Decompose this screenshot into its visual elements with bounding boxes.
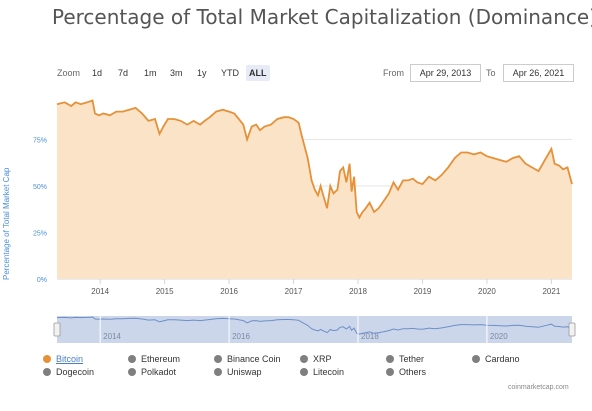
- legend-label: Ethereum: [141, 354, 181, 364]
- x-tick-label: 2019: [414, 287, 432, 296]
- legend-label: Others: [399, 367, 427, 377]
- y-tick-label: 50%: [33, 184, 47, 191]
- legend-label: Uniswap: [227, 367, 262, 377]
- x-axis-ticks: 2014 2015 2016 2017 2018 2019 2020 2021: [91, 279, 561, 296]
- legend-label: Binance Coin: [227, 354, 281, 364]
- legend-dot-icon: [300, 368, 308, 376]
- legend-dot-icon: [386, 355, 394, 363]
- legend-item-ethereum[interactable]: Ethereum: [128, 354, 180, 364]
- x-tick-label: 2015: [156, 287, 174, 296]
- legend-dot-icon: [300, 355, 308, 363]
- legend-item-binance-coin[interactable]: Binance Coin: [214, 354, 281, 364]
- legend-item-litecoin[interactable]: Litecoin: [300, 367, 344, 377]
- navigator[interactable]: 2014 2016 2018 2020: [53, 316, 576, 343]
- bitcoin-series-line[interactable]: [56, 99, 573, 220]
- legend-item-cardano[interactable]: Cardano: [472, 354, 520, 364]
- navigator-tick-label: 2016: [232, 332, 250, 341]
- zoom-button-ytd[interactable]: YTD: [221, 68, 239, 78]
- y-tick-label: 25%: [33, 231, 47, 238]
- navigator-tick-label: 2014: [103, 332, 121, 341]
- legend-label: Bitcoin: [56, 354, 84, 364]
- zoom-button-1d[interactable]: 1d: [92, 68, 103, 78]
- navigator-tick-label: 2018: [361, 332, 379, 341]
- legend-label: Polkadot: [141, 367, 177, 377]
- x-tick-label: 2017: [285, 287, 303, 296]
- legend-dot-icon: [214, 355, 222, 363]
- zoom-button-all[interactable]: ALL: [246, 65, 270, 81]
- navigator-handle-left[interactable]: [53, 322, 61, 337]
- x-tick-label: 2020: [478, 287, 496, 296]
- legend-dot-icon: [128, 355, 136, 363]
- zoom-button-1m[interactable]: 1m: [144, 68, 157, 78]
- navigator-tick-label: 2020: [490, 332, 508, 341]
- y-axis-ticks: 0% 25% 50% 75%: [33, 138, 47, 285]
- legend-dot-icon: [128, 368, 136, 376]
- zoom-label: Zoom: [57, 68, 81, 78]
- chart-title: Percentage of Total Market Capitalizatio…: [52, 5, 592, 29]
- legend-label: XRP: [313, 354, 332, 364]
- legend-item-bitcoin[interactable]: Bitcoin: [43, 354, 83, 364]
- legend-dot-icon: [386, 368, 394, 376]
- x-tick-label: 2014: [91, 287, 109, 296]
- legend-label: Cardano: [485, 354, 520, 364]
- navigator-series-line: [56, 316, 573, 335]
- y-tick-label: 0%: [37, 277, 47, 284]
- range-to-label: To: [486, 68, 496, 78]
- navigator-handle-right[interactable]: [568, 322, 576, 337]
- legend-dot-icon: [43, 355, 51, 363]
- legend-item-uniswap[interactable]: Uniswap: [214, 367, 262, 377]
- range-from-label: From: [383, 68, 404, 78]
- y-tick-label: 75%: [33, 138, 47, 145]
- range-from-input[interactable]: Apr 29, 2013: [410, 64, 481, 82]
- legend-item-others[interactable]: Others: [386, 367, 426, 377]
- legend-item-polkadot[interactable]: Polkadot: [128, 367, 176, 377]
- legend-label: Dogecoin: [56, 367, 95, 377]
- zoom-button-1y[interactable]: 1y: [197, 68, 207, 78]
- x-tick-label: 2016: [220, 287, 238, 296]
- legend-dot-icon: [472, 355, 480, 363]
- range-to-input[interactable]: Apr 26, 2021: [503, 64, 574, 82]
- legend-item-xrp[interactable]: XRP: [300, 354, 332, 364]
- legend-item-dogecoin[interactable]: Dogecoin: [43, 367, 94, 377]
- x-tick-label: 2018: [349, 287, 367, 296]
- credits[interactable]: coinmarketcap.com: [508, 384, 569, 391]
- legend-item-tether[interactable]: Tether: [386, 354, 424, 364]
- legend-label: Tether: [399, 354, 425, 364]
- legend-dot-icon: [43, 368, 51, 376]
- x-tick-label: 2021: [542, 287, 560, 296]
- legend-dot-icon: [214, 368, 222, 376]
- zoom-button-7d[interactable]: 7d: [118, 68, 129, 78]
- legend-label: Litecoin: [313, 367, 345, 377]
- zoom-button-3m[interactable]: 3m: [170, 68, 183, 78]
